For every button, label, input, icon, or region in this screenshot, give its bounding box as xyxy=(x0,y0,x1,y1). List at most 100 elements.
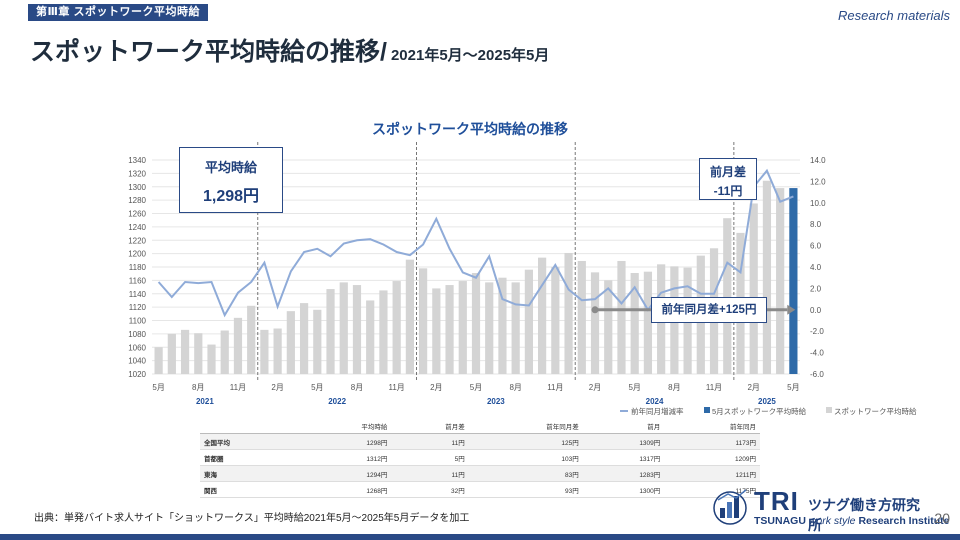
x-month-label: 5月 xyxy=(628,383,640,392)
x-month-label: 8月 xyxy=(192,383,204,392)
bar xyxy=(379,290,388,374)
page-number: 20 xyxy=(934,510,950,526)
y-right-tick-label: 6.0 xyxy=(810,242,822,251)
x-month-label: 5月 xyxy=(787,383,799,392)
bar xyxy=(366,300,375,374)
table-cell: 1300円 xyxy=(582,481,665,498)
y-left-tick-label: 1220 xyxy=(128,236,146,245)
x-month-label: 2月 xyxy=(747,383,759,392)
table-cell: 1268円 xyxy=(295,481,392,498)
bar xyxy=(590,272,600,374)
bar xyxy=(299,303,309,374)
bar xyxy=(723,218,732,374)
y-left-tick-label: 1120 xyxy=(129,303,147,312)
table-cell: 1211円 xyxy=(664,465,760,482)
y-left-tick-label: 1300 xyxy=(128,183,146,192)
table-header: 平均時給 xyxy=(295,420,392,434)
table-row: 関西 1268円 32円 93円 1300円 1175円 xyxy=(200,481,760,498)
legend-label: 5月スポットワーク平均時給 xyxy=(712,406,807,416)
y-left-tick-label: 1100 xyxy=(129,317,147,326)
bar xyxy=(432,288,441,374)
x-month-label: 2月 xyxy=(271,383,283,392)
bar xyxy=(405,259,414,374)
y-right-tick-label: -4.0 xyxy=(810,349,824,358)
bar xyxy=(419,268,428,374)
bar xyxy=(273,328,282,374)
table-cell: 首都圏 xyxy=(200,449,296,466)
y-right-tick-label: -2.0 xyxy=(810,327,824,336)
table-row: 首都圏 1312円 5円 103円 1317円 1209円 xyxy=(200,449,760,466)
source-note: 出典：単発バイト求人サイト「ショットワークス」平均時給2021年5月～2025年… xyxy=(34,513,470,524)
bar xyxy=(326,289,335,374)
table-header: 前年同月差 xyxy=(468,420,583,434)
logo-en-part: Research Institute xyxy=(858,515,950,527)
bar xyxy=(498,277,507,374)
table-cell: 11円 xyxy=(391,465,469,482)
table-row: 東海 1294円 11円 83円 1283円 1211円 xyxy=(200,465,760,482)
table-cell: 関西 xyxy=(200,481,296,498)
table-header-row: 平均時給 前月差 前年同月差 前月 前年同月 xyxy=(200,420,760,434)
bar xyxy=(339,282,348,374)
x-month-label: 8月 xyxy=(668,383,680,392)
bar xyxy=(286,311,295,374)
x-month-label: 11月 xyxy=(388,383,404,392)
legend-highlight-swatch xyxy=(704,407,710,413)
table-cell: 全国平均 xyxy=(200,433,296,450)
logo-jp-text: ツナグ働き方研究所 xyxy=(808,497,920,533)
y-left-tick-label: 1140 xyxy=(129,290,147,299)
bar xyxy=(154,347,163,374)
mom-diff-callout: 前月差 -11円 xyxy=(699,158,757,200)
bar xyxy=(577,260,586,374)
mom-diff-callout-label: 前月差 xyxy=(709,165,746,179)
bar xyxy=(564,252,573,374)
x-month-label: 2月 xyxy=(430,383,442,392)
bar xyxy=(776,188,785,374)
x-month-label: 8月 xyxy=(351,383,363,392)
yoy-arrow-dot xyxy=(591,306,599,314)
table-cell: 103円 xyxy=(468,449,583,466)
x-year-label: 2022 xyxy=(328,397,346,406)
yoy-diff-callout-text: 前年同月差+125円 xyxy=(661,304,757,316)
x-year-label: 2024 xyxy=(646,397,664,406)
y-left-tick-label: 1180 xyxy=(129,263,147,272)
avg-wage-callout-value: 1,298円 xyxy=(202,188,260,205)
legend-bar-swatch xyxy=(826,407,832,413)
bar xyxy=(643,271,653,374)
x-month-label: 8月 xyxy=(509,383,521,392)
y-right-tick-label: -6.0 xyxy=(810,370,824,379)
y-left-tick-label: 1080 xyxy=(128,330,146,339)
logo-en-text: TSUNAGU work style Research Institute xyxy=(754,515,949,527)
bar xyxy=(762,180,772,374)
y-left-tick-label: 1200 xyxy=(128,250,146,259)
bar xyxy=(538,257,547,374)
y-left-tick-label: 1260 xyxy=(128,210,146,219)
mom-diff-callout-value: -11円 xyxy=(713,184,743,198)
table-cell: 1312円 xyxy=(295,449,392,466)
regional-wage-table: 平均時給 前月差 前年同月差 前月 前年同月 全国平均 1298円 11円 12… xyxy=(200,420,760,498)
x-month-label: 11月 xyxy=(547,383,563,392)
table-header: 前月 xyxy=(582,420,665,434)
bar xyxy=(180,329,190,374)
y-right-tick-label: 12.0 xyxy=(810,177,826,186)
y-left-tick-label: 1240 xyxy=(128,223,146,232)
logo-tri-text: TRI xyxy=(754,486,799,516)
table-cell: 11円 xyxy=(391,433,469,450)
y-left-tick-label: 1060 xyxy=(128,343,146,352)
tri-logo: TRI ツナグ働き方研究所 TSUNAGU work style Researc… xyxy=(712,484,949,533)
avg-wage-callout-label: 平均時給 xyxy=(204,160,257,175)
legend-label: 前年同月増減率 xyxy=(631,406,684,416)
bar xyxy=(604,280,613,374)
x-month-label: 11月 xyxy=(706,383,722,392)
bar xyxy=(749,203,758,374)
x-year-label: 2025 xyxy=(758,397,776,406)
y-left-tick-label: 1020 xyxy=(128,370,146,379)
x-year-label: 2021 xyxy=(196,397,214,406)
x-month-label: 2月 xyxy=(589,383,601,392)
x-month-label: 5月 xyxy=(311,383,323,392)
table-cell: 東海 xyxy=(200,465,296,482)
y-right-tick-label: 4.0 xyxy=(810,263,822,272)
bar xyxy=(194,333,203,374)
legend-label: スポットワーク平均時給 xyxy=(834,406,917,416)
bar xyxy=(233,317,243,374)
bar xyxy=(524,269,533,374)
